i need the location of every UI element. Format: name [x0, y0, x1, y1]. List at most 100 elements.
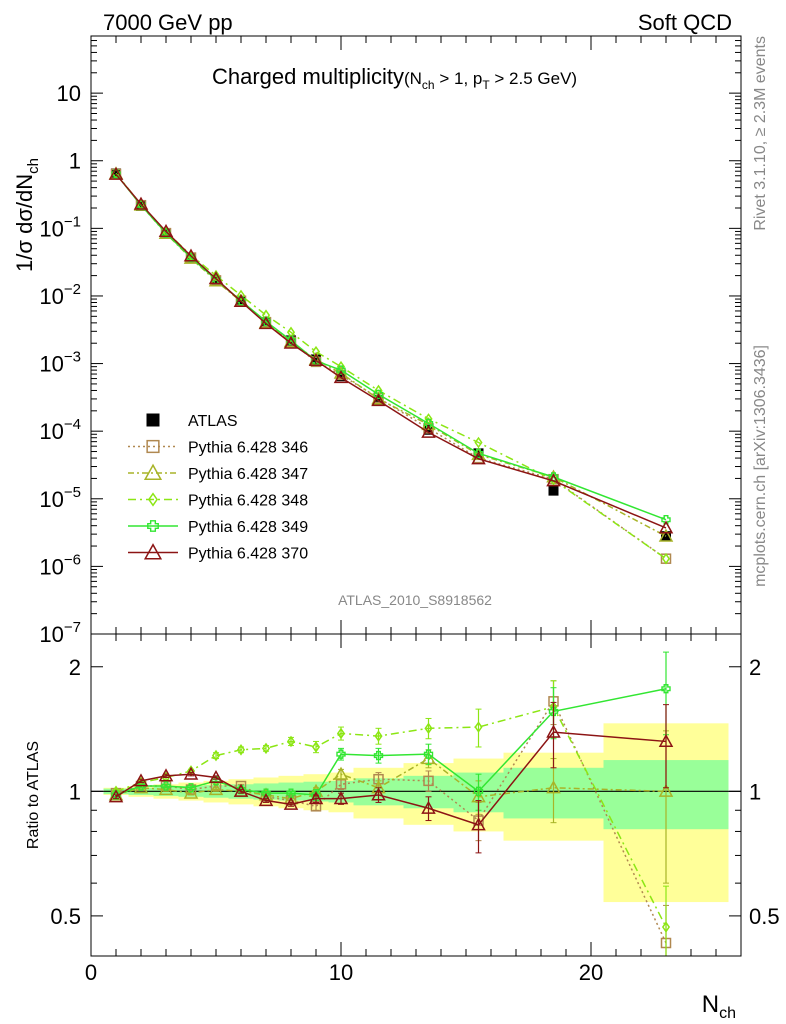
- point-ATLAS: [548, 485, 559, 496]
- point-p370: [283, 335, 299, 349]
- ratio-point-p348: [236, 743, 246, 756]
- ratio-y-tick-label-left: 2: [69, 655, 81, 680]
- ratio-y-label: Ratio to ATLAS: [25, 741, 42, 849]
- ratio-y-tick-label-left: 0.5: [50, 904, 81, 929]
- ratio-point-p349: [373, 750, 384, 761]
- point-p370: [546, 473, 561, 487]
- ratio-y-tick-label-right: 2: [749, 655, 761, 680]
- ratio-point-p370: [108, 789, 124, 803]
- ratio-point-p370: [546, 724, 561, 738]
- main-y-tick-label: 10−4: [39, 416, 81, 444]
- main-y-tick-label: 10−3: [39, 349, 81, 377]
- point-ATLAS: [311, 354, 321, 365]
- point-p370: [471, 451, 486, 465]
- main-y-tick-label: 10: [57, 81, 81, 106]
- ratio-point-p346: [335, 779, 347, 790]
- ratio-point-p347: [208, 781, 224, 796]
- ratio-panel: 0.5 0.51 12 20 10 20 Ratio to ATLAS Nch: [25, 633, 780, 1022]
- point-p370: [333, 370, 349, 384]
- ratio-point-p348: [424, 722, 433, 735]
- header-left: 7000 GeV pp: [103, 10, 233, 35]
- ratio-point-p349: [161, 781, 171, 791]
- point-p347: [421, 417, 436, 431]
- legend-marker-p348: [147, 492, 159, 507]
- series-line-p370: [115, 173, 667, 529]
- ratio-point-p370: [471, 817, 486, 831]
- ratio-point-p348: [661, 921, 671, 933]
- ratio-point-p347: [183, 785, 199, 799]
- point-p370: [658, 520, 674, 534]
- ratio-point-p370: [233, 783, 249, 797]
- ratio-point-p349: [423, 749, 434, 759]
- point-p348: [661, 552, 671, 565]
- header-right: Soft QCD: [638, 10, 732, 35]
- point-p370: [371, 393, 386, 407]
- ratio-point-p370: [208, 769, 224, 784]
- ratio-point-p370: [333, 791, 349, 805]
- legend-label-p370: Pythia 6.428 370: [188, 546, 308, 563]
- mcplots-label: mcplots.cern.ch [arXiv:1306.3436]: [752, 345, 769, 587]
- main-y-tick-label: 1: [69, 149, 81, 174]
- ratio-series: [108, 651, 674, 957]
- legend-marker-ATLAS: [146, 413, 160, 427]
- ratio-point-p348: [286, 735, 296, 748]
- x-tick-label: 10: [329, 960, 353, 985]
- ratio-point-p370: [371, 787, 386, 801]
- ratio-point-p347: [333, 766, 349, 780]
- main-frame: [90, 35, 742, 635]
- main-y-label: 1/σ dσ/dNch: [12, 158, 42, 272]
- ratio-y-tick-label-right: 1: [749, 779, 761, 804]
- point-p370: [183, 248, 199, 262]
- plot-title: Charged multiplicity(Nch > 1, pT > 2.5 G…: [212, 64, 577, 92]
- legend-marker-p346: [146, 439, 160, 454]
- rivet-label: Rivet 3.1.10, ≥ 2.3M events: [752, 36, 769, 231]
- ratio-point-p370: [183, 766, 199, 780]
- ratio-point-p348: [474, 721, 483, 733]
- point-p370: [308, 352, 324, 367]
- point-p370: [108, 166, 124, 180]
- legend-marker-p349: [147, 520, 159, 532]
- ratio-point-p347: [546, 780, 561, 794]
- legend-label-ATLAS: ATLAS: [188, 413, 238, 430]
- ratio-point-p370: [158, 768, 174, 782]
- ratio-point-p349: [548, 706, 559, 717]
- ratio-point-p348: [311, 741, 321, 753]
- main-y-tick-label: 10−2: [39, 281, 81, 309]
- legend-marker-p370: [143, 543, 163, 560]
- legend-label-p349: Pythia 6.428 349: [188, 519, 308, 536]
- ratio-y-tick-label-left: 1: [69, 779, 81, 804]
- main-y-tick-label: 10−5: [39, 484, 81, 512]
- ratio-point-p348: [261, 742, 271, 755]
- x-tick-label: 20: [579, 960, 603, 985]
- ratio-y-tick-label-right: 0.5: [749, 904, 780, 929]
- legend-label-p347: Pythia 6.428 347: [188, 466, 308, 483]
- point-ATLAS: [336, 371, 346, 382]
- legend-label-p346: Pythia 6.428 346: [188, 440, 308, 457]
- main-y-tick-label: 10−6: [39, 551, 81, 579]
- ratio-point-p347: [658, 783, 674, 797]
- point-p370: [233, 293, 249, 307]
- ratio-point-p370: [283, 796, 299, 810]
- ratio-point-p370: [658, 733, 674, 747]
- ratio-bands: [103, 723, 729, 903]
- ratio-point-p349: [336, 749, 346, 759]
- ratio-point-p347: [158, 781, 174, 796]
- series-line-p349: [115, 173, 667, 521]
- ratio-point-p348: [211, 749, 221, 762]
- point-p370: [158, 223, 174, 237]
- ratio-point-p349: [473, 786, 484, 797]
- point-p370: [208, 271, 224, 285]
- ratio-point-p370: [258, 793, 274, 807]
- point-p370: [133, 196, 149, 210]
- legend-label-p348: Pythia 6.428 348: [188, 493, 308, 510]
- main-axes: 10−7 10−6 10−5 10−4 10−3 10−2 10−1 1 10: [39, 35, 742, 647]
- point-p349: [423, 418, 434, 429]
- point-p348: [261, 309, 271, 321]
- ratio-point-p370: [421, 800, 436, 814]
- analysis-id: ATLAS_2010_S8918562: [338, 592, 492, 608]
- point-p370: [421, 424, 436, 438]
- ratio-point-p348: [336, 727, 346, 740]
- ratio-point-p348: [374, 730, 383, 742]
- legend-marker-p347: [143, 463, 163, 480]
